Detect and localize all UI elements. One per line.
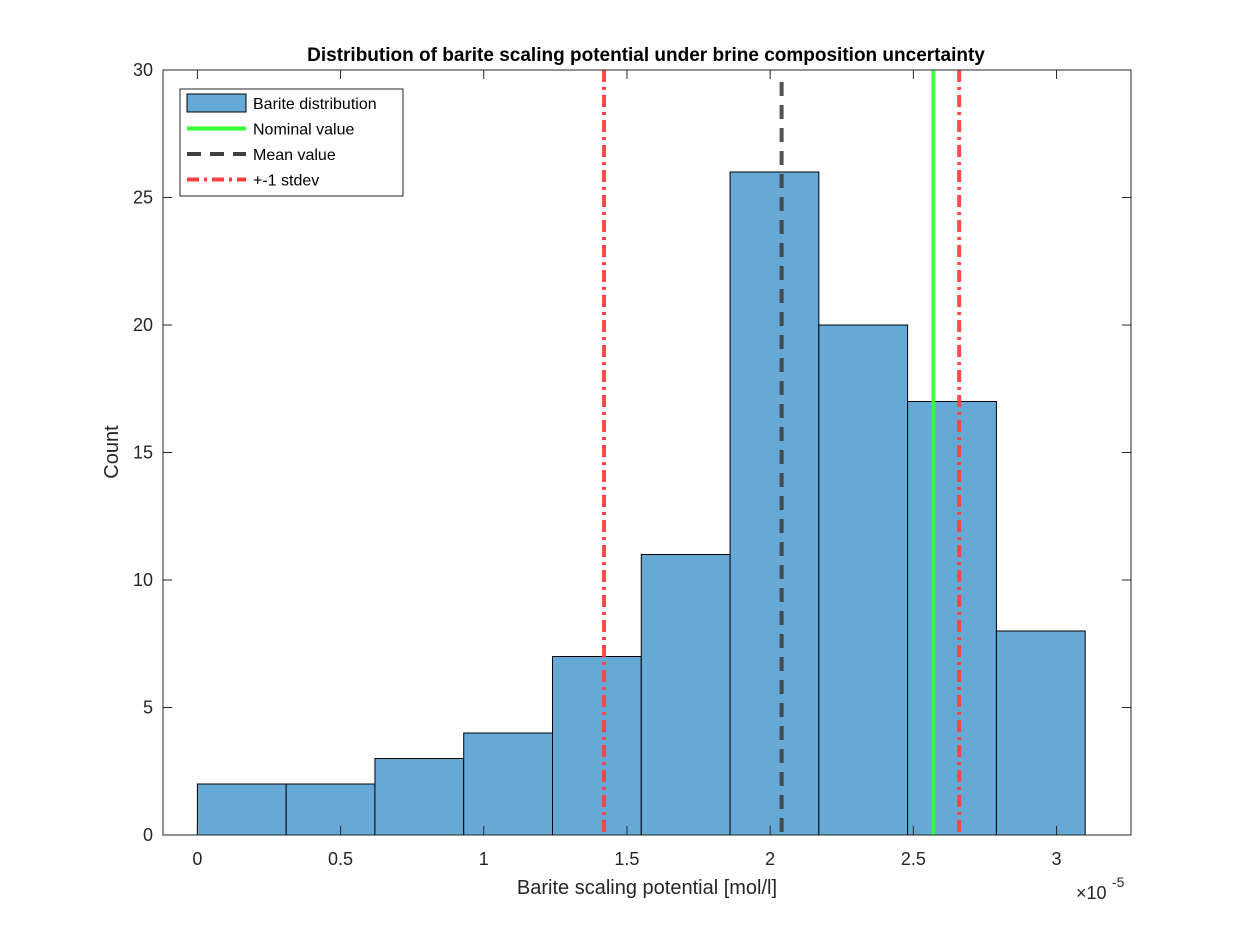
y-tick-label: 15 [133,443,153,463]
legend-label: Barite distribution [253,96,377,113]
histogram-bar-9 [908,402,997,836]
chart-title: Distribution of barite scaling potential… [307,45,985,66]
x-tick-label: 0 [192,849,202,869]
histogram-bar-1 [197,784,286,835]
legend-label: Nominal value [253,122,354,139]
histogram-bar-5 [552,657,641,836]
y-tick-label: 10 [133,570,153,590]
x-tick-label: 0.5 [328,849,353,869]
y-tick-label: 0 [143,825,153,845]
histogram-bar-4 [464,733,553,835]
histogram-bar-2 [286,784,375,835]
histogram-bar-3 [375,759,464,836]
y-tick-label: 5 [143,698,153,718]
legend: Barite distribution Nominal value Mean val… [180,89,403,196]
histogram-bar-10 [996,631,1085,835]
legend-label: Mean value [253,147,336,164]
histogram-bar-8 [819,325,908,835]
x-tick-label: 1 [479,849,489,869]
y-tick-label: 20 [133,315,153,335]
x-axis-label: Barite scaling potential [mol/l] [517,877,777,899]
histogram-bar-7 [730,172,819,835]
x-exponent-base: ×10 [1076,883,1107,903]
histogram-bar-6 [641,555,730,836]
y-tick-label: 30 [133,60,153,80]
y-tick-label: 25 [133,188,153,208]
legend-swatch [187,94,246,112]
legend-label: +-1 stdev [253,173,319,190]
x-tick-label: 3 [1052,849,1062,869]
x-tick-label: 2.5 [901,849,926,869]
y-axis-label: Count [101,425,123,479]
x-tick-label: 2 [765,849,775,869]
legend-entry: Barite distribution [187,94,377,113]
x-tick-label: 1.5 [614,849,639,869]
x-exponent-power: -5 [1112,874,1125,890]
